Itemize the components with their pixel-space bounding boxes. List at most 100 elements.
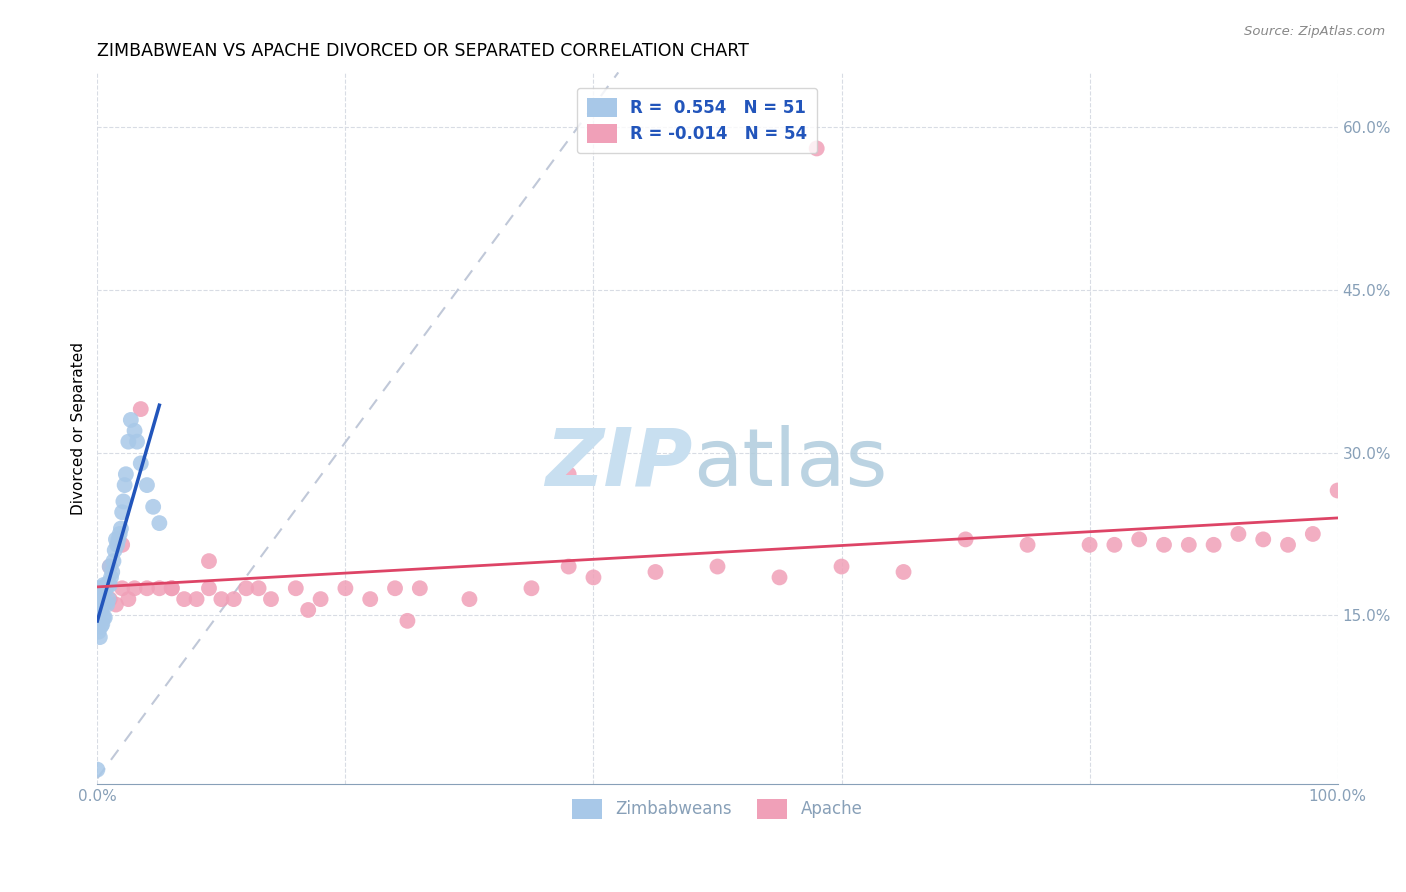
Point [148, 581, 170, 595]
Point [100, 570, 122, 584]
Point [111, 505, 134, 519]
Point [1153, 538, 1175, 552]
Point [806, 141, 828, 155]
Point [104, 543, 127, 558]
Point [297, 603, 319, 617]
Point [309, 592, 332, 607]
Point [384, 581, 406, 595]
Point [209, 592, 232, 607]
Point [90, 592, 112, 607]
Point [1017, 538, 1039, 552]
Point [94, 595, 117, 609]
Point [94, 595, 117, 609]
Point [284, 581, 307, 595]
Point [87, 603, 110, 617]
Point [198, 554, 221, 568]
Point [396, 614, 419, 628]
Point [136, 478, 159, 492]
Point [644, 565, 666, 579]
Point [87, 624, 110, 639]
Point [557, 559, 579, 574]
Point [89, 630, 111, 644]
Point [94, 581, 117, 595]
Point [93, 595, 115, 609]
Point [117, 592, 139, 607]
Point [104, 598, 127, 612]
Point [1277, 538, 1299, 552]
Point [1326, 483, 1348, 498]
Point [103, 554, 125, 568]
Point [247, 581, 270, 595]
Point [359, 592, 381, 607]
Point [1078, 538, 1101, 552]
Point [768, 570, 790, 584]
Point [458, 592, 481, 607]
Point [124, 581, 146, 595]
Point [409, 581, 432, 595]
Text: Source: ZipAtlas.com: Source: ZipAtlas.com [1244, 25, 1385, 38]
Point [107, 533, 129, 547]
Point [90, 619, 112, 633]
Point [89, 581, 111, 595]
Point [1202, 538, 1225, 552]
Point [89, 592, 111, 607]
Point [98, 592, 121, 607]
Point [120, 413, 142, 427]
Point [129, 456, 152, 470]
Point [136, 581, 159, 595]
Point [115, 467, 138, 482]
Point [96, 578, 118, 592]
Point [87, 614, 110, 628]
Point [148, 516, 170, 530]
Point [94, 610, 117, 624]
Point [108, 527, 131, 541]
Point [89, 603, 111, 617]
Point [101, 565, 124, 579]
Point [186, 592, 208, 607]
Point [893, 565, 915, 579]
Point [91, 599, 114, 614]
Point [125, 434, 148, 449]
Point [955, 533, 977, 547]
Text: ZIMBABWEAN VS APACHE DIVORCED OR SEPARATED CORRELATION CHART: ZIMBABWEAN VS APACHE DIVORCED OR SEPARAT… [97, 42, 749, 60]
Point [235, 581, 257, 595]
Point [98, 559, 121, 574]
Point [222, 592, 245, 607]
Point [104, 533, 127, 547]
Y-axis label: Divorced or Separated: Divorced or Separated [72, 342, 86, 515]
Point [1104, 538, 1126, 552]
Point [90, 581, 112, 595]
Point [97, 592, 120, 607]
Point [160, 581, 183, 595]
Text: atlas: atlas [693, 425, 887, 503]
Point [93, 578, 115, 592]
Point [90, 603, 112, 617]
Point [557, 467, 579, 482]
Point [1128, 533, 1150, 547]
Point [160, 581, 183, 595]
Point [93, 610, 115, 624]
Point [173, 592, 195, 607]
Point [111, 538, 134, 552]
Point [1302, 527, 1324, 541]
Point [91, 617, 114, 632]
Point [94, 581, 117, 595]
Point [831, 559, 853, 574]
Point [582, 570, 605, 584]
Point [129, 402, 152, 417]
Point [520, 581, 543, 595]
Point [91, 587, 114, 601]
Text: ZIP: ZIP [546, 425, 693, 503]
Legend: Zimbabweans, Apache: Zimbabweans, Apache [565, 793, 869, 825]
Point [1251, 533, 1274, 547]
Point [93, 587, 115, 601]
Point [98, 559, 121, 574]
Point [111, 581, 134, 595]
Point [335, 581, 357, 595]
Point [142, 500, 165, 514]
Point [117, 434, 139, 449]
Point [198, 581, 221, 595]
Point [114, 478, 136, 492]
Point [260, 592, 283, 607]
Point [1178, 538, 1201, 552]
